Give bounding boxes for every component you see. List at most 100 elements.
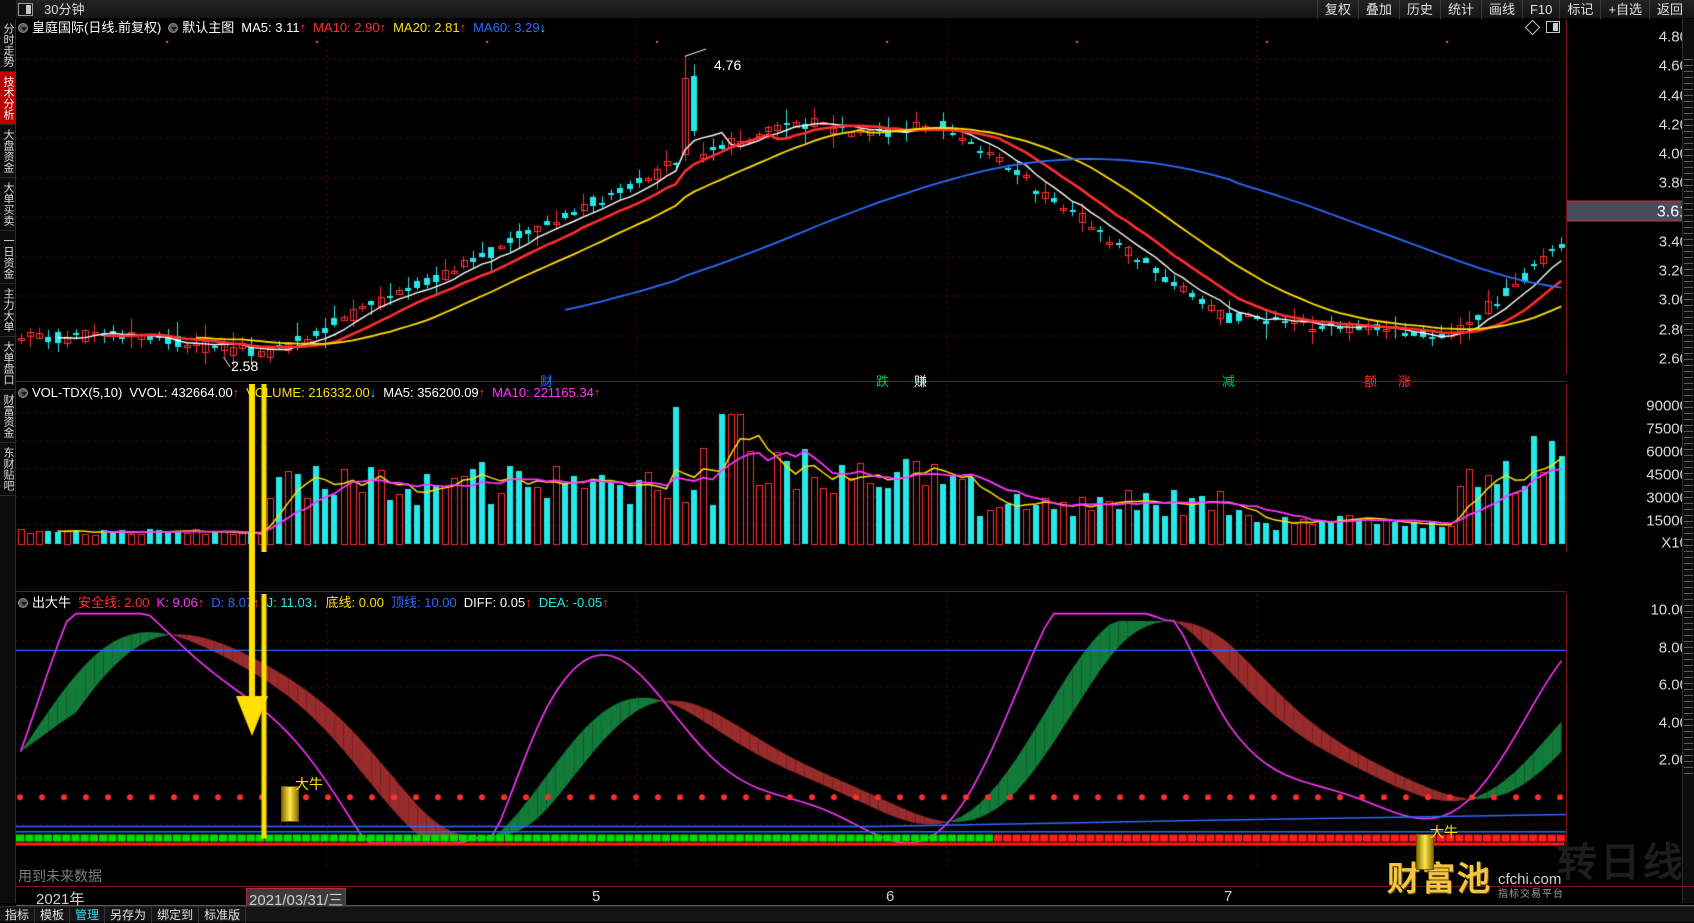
- strip-tick: [1684, 317, 1693, 318]
- period-btn-5[interactable]: 30分钟: [44, 1, 85, 17]
- ind-field-2: D: 8.07: [211, 595, 254, 610]
- strip-tick: [1684, 401, 1693, 402]
- axis-price-label-4: 4.00: [1658, 145, 1688, 163]
- strip-tick: [1684, 449, 1693, 450]
- ma-field-0: MA5: 3.11: [241, 20, 300, 35]
- divider-price-vol: [16, 381, 1566, 382]
- strip-tick: [1684, 755, 1693, 756]
- toolbar-btn-5[interactable]: F10: [1521, 0, 1559, 19]
- price-annotation-0: 4.76: [714, 57, 742, 73]
- toolbar-btn-7[interactable]: +自选: [1600, 0, 1649, 19]
- strip-tick: [1684, 671, 1693, 672]
- strip-tick: [1684, 437, 1693, 438]
- sidebar-item-7[interactable]: 财富资金: [0, 390, 16, 443]
- axis-vol-label-3: 45000: [1646, 466, 1688, 484]
- sidebar-item-0[interactable]: 分时走势: [0, 19, 16, 72]
- price-chart-pane[interactable]: 皇庭国际(日线.前复权) 默认主图 MA5: 3.11↑ MA10: 2.90↑ MA2…: [16, 19, 1566, 389]
- window-layout-icon[interactable]: [18, 2, 33, 16]
- axis-ind-label-3: 4.00: [1658, 714, 1688, 731]
- footer-btn-2[interactable]: 管理: [70, 906, 106, 923]
- axis-vol-label-5: 15000: [1646, 512, 1688, 530]
- strip-tick: [1684, 713, 1693, 714]
- footer-btn-1[interactable]: 模板: [35, 906, 71, 923]
- strip-tick: [1684, 587, 1693, 588]
- divider-vol-ind: [16, 591, 1566, 592]
- price-axis[interactable]: 4.804.604.404.204.003.803.603.403.203.00…: [1566, 19, 1694, 374]
- future-data-note: 用到未来数据: [18, 868, 102, 884]
- strip-tick: [1684, 773, 1693, 774]
- strip-tick: [1684, 209, 1693, 210]
- strip-tick: [1684, 689, 1693, 690]
- diamond-icon[interactable]: [1524, 19, 1541, 35]
- strip-tick: [1684, 647, 1693, 648]
- strip-tick: [1684, 179, 1693, 180]
- strip-tick: [1684, 701, 1693, 702]
- vol-field-arrow-3: ↑: [593, 385, 601, 400]
- toolbar-btn-1[interactable]: 叠加: [1357, 0, 1399, 19]
- strip-tick: [1684, 731, 1693, 732]
- strip-tick: [1684, 743, 1693, 744]
- toolbar-btn-0[interactable]: 复权: [1316, 0, 1358, 19]
- ind-field-1: K: 9.06: [156, 595, 198, 610]
- indicator-menu-icon[interactable]: [18, 23, 28, 33]
- footer-btn-0[interactable]: 指标: [0, 906, 36, 923]
- strip-tick: [1684, 533, 1693, 534]
- strip-tick: [1684, 623, 1693, 624]
- vol-field-2: MA5: 356200.09: [383, 385, 479, 400]
- ma-field-1: MA10: 2.90: [313, 20, 380, 35]
- footer-btn-3[interactable]: 另存为: [105, 906, 153, 923]
- custom-indicator-menu-icon[interactable]: [18, 598, 28, 608]
- strip-tick: [1684, 185, 1693, 186]
- strip-tick: [1684, 71, 1693, 72]
- vol-field-3: MA10: 221165.34: [492, 385, 594, 400]
- sidebar-item-6[interactable]: 大单盘口: [0, 337, 16, 390]
- strip-tick: [1684, 239, 1693, 240]
- sidebar-item-3[interactable]: 大单买卖: [0, 178, 16, 231]
- volume-pane-header: VOL-TDX(5,10) VVOL: 432664.00↑ VOLUME: 216…: [16, 384, 607, 401]
- bottom-toolbar: 指标 模板 管理 另存为 绑定到 标准版: [0, 906, 1694, 923]
- footer-btn-5[interactable]: 标准版: [199, 906, 247, 923]
- strip-tick: [1684, 167, 1693, 168]
- volume-indicator-menu-icon[interactable]: [18, 388, 28, 398]
- strip-tick: [1684, 197, 1693, 198]
- sidebar-item-2[interactable]: 大盘资金: [0, 125, 16, 178]
- axis-vol-unit: X10: [1661, 534, 1688, 552]
- strip-tick: [1684, 383, 1693, 384]
- pane-corner-icons: [1524, 19, 1560, 35]
- indicator-chart-pane[interactable]: 出大牛 安全线: 2.00 K: 9.06↑ D: 8.07↑ J: 11.03↓ 底线:…: [16, 594, 1566, 870]
- sidebar-item-5[interactable]: 主力大单: [0, 284, 16, 337]
- sidebar-item-1[interactable]: 技术分析: [0, 72, 16, 125]
- strip-tick: [1684, 419, 1693, 420]
- strip-tick: [1684, 131, 1693, 132]
- axis-price-label-0: 4.80: [1658, 28, 1688, 46]
- right-mini-scale-strip[interactable]: [1682, 19, 1694, 903]
- axis-ind-label-0: 10.00: [1650, 601, 1688, 619]
- price-pane-header: 皇庭国际(日线.前复权) 默认主图 MA5: 3.11↑ MA10: 2.90↑ MA2…: [16, 19, 553, 36]
- strip-tick: [1684, 569, 1693, 570]
- sidebar-item-4[interactable]: 一日资金: [0, 231, 16, 284]
- main-indicator-menu-icon[interactable]: [168, 23, 179, 33]
- panel-toggle-icon[interactable]: [1546, 21, 1560, 33]
- strip-tick: [1684, 251, 1693, 252]
- indicator-axis[interactable]: 10.00 8.00 6.00 4.00 2.00: [1566, 594, 1694, 869]
- toolbar-btn-3[interactable]: 统计: [1439, 0, 1481, 19]
- strip-tick: [1684, 503, 1693, 504]
- volume-chart-pane[interactable]: VOL-TDX(5,10) VVOL: 432664.00↑ VOLUME: 216…: [16, 384, 1566, 552]
- footer-btn-4[interactable]: 绑定到: [152, 906, 200, 923]
- toolbar-btn-8[interactable]: 返回: [1648, 0, 1690, 19]
- volume-axis[interactable]: 90000 75000 60000 45000 30000 15000 X10: [1566, 384, 1694, 552]
- strip-tick: [1684, 599, 1693, 600]
- strip-tick: [1684, 287, 1693, 288]
- time-axis[interactable]: 2021年 2021/03/31/三 5 6 7: [16, 886, 1694, 911]
- price-chart-canvas: [16, 19, 1566, 374]
- sidebar-item-8[interactable]: 东财贴吧: [0, 443, 16, 496]
- strip-tick: [1684, 515, 1693, 516]
- strip-tick: [1684, 629, 1693, 630]
- axis-price-label-8: 3.20: [1658, 262, 1688, 280]
- toolbar-btn-6[interactable]: 标记: [1559, 0, 1600, 19]
- toolbar-btn-2[interactable]: 历史: [1398, 0, 1440, 19]
- toolbar-btn-4[interactable]: 画线: [1480, 0, 1522, 19]
- vol-field-arrow-2: ↑: [478, 385, 486, 400]
- strip-tick: [1684, 269, 1693, 270]
- strip-tick: [1684, 125, 1693, 126]
